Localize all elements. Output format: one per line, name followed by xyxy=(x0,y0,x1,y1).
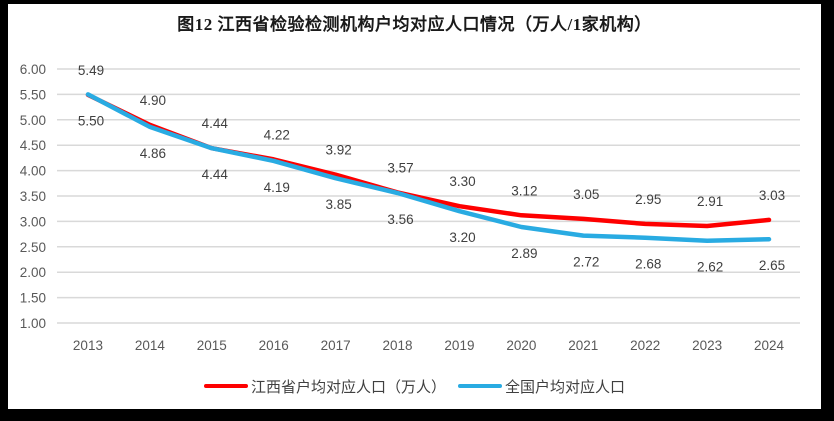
y-axis-tick-label: 4.00 xyxy=(20,164,46,179)
blue-line-swatch xyxy=(458,383,502,389)
chart-panel: 图12 江西省检验检测机构户均对应人口情况（万人/1家机构） 6.00 5.50 5… xyxy=(8,4,821,409)
x-axis-tick-label: 2021 xyxy=(568,338,598,353)
data-label-series-0: 4.44 xyxy=(202,116,229,131)
legend-label-national: 全国户均对应人口 xyxy=(505,378,626,396)
legend: 江西省户均对应人口（万人） 全国户均对应人口 xyxy=(8,375,821,397)
data-label-series-1: 4.19 xyxy=(264,180,290,195)
data-label-series-1: 3.20 xyxy=(449,230,475,245)
data-label-series-0: 2.95 xyxy=(635,192,661,207)
y-axis-tick-label: 1.00 xyxy=(20,316,46,331)
x-axis-tick-label: 2022 xyxy=(630,338,660,353)
data-label-series-1: 3.56 xyxy=(387,212,413,227)
data-label-series-0: 4.90 xyxy=(140,93,166,108)
y-axis-tick-label: 3.50 xyxy=(20,189,46,204)
data-label-series-1: 3.85 xyxy=(325,197,351,212)
data-label-series-0: 3.57 xyxy=(387,160,413,175)
data-label-series-0: 3.12 xyxy=(511,183,537,198)
data-label-series-0: 5.49 xyxy=(78,63,104,78)
y-axis-tick-label: 4.50 xyxy=(20,138,46,153)
x-axis-tick-label: 2013 xyxy=(73,338,103,353)
x-axis-tick-label: 2018 xyxy=(383,338,413,353)
data-label-series-1: 2.68 xyxy=(635,257,661,272)
data-label-series-0: 3.92 xyxy=(325,143,351,158)
data-label-series-1: 4.44 xyxy=(202,167,229,182)
data-label-series-1: 2.89 xyxy=(511,246,537,261)
y-axis-tick-label: 2.00 xyxy=(20,265,46,280)
data-label-series-0: 2.91 xyxy=(697,194,723,209)
x-axis-tick-label: 2019 xyxy=(444,338,474,353)
y-axis-tick-label: 5.00 xyxy=(20,113,46,128)
chart-plot-area: 6.00 5.50 5.00 4.50 4.00 3.50 3.00 2.50 2.00 1.50… xyxy=(20,62,800,353)
data-label-series-1: 4.86 xyxy=(140,146,166,161)
data-label-series-1: 5.50 xyxy=(78,113,104,128)
red-line-swatch xyxy=(203,383,248,389)
data-label-series-0: 3.03 xyxy=(759,188,785,203)
data-label-series-0: 4.22 xyxy=(264,127,290,142)
y-axis-tick-label: 1.50 xyxy=(20,291,46,306)
x-axis-tick-label: 2015 xyxy=(197,338,227,353)
y-axis-tick-label: 3.00 xyxy=(20,214,46,229)
x-axis-tick-label: 2017 xyxy=(321,338,351,353)
x-axis-tick-label: 2023 xyxy=(692,338,722,353)
chart-title: 图12 江西省检验检测机构户均对应人口情况（万人/1家机构） xyxy=(177,15,652,34)
data-label-series-0: 3.05 xyxy=(573,187,599,202)
series-line-0 xyxy=(85,92,772,229)
x-axis-tick-label: 2020 xyxy=(506,338,536,353)
legend-item-national: 全国户均对应人口 xyxy=(458,376,625,397)
x-axis-tick-label: 2014 xyxy=(135,338,166,353)
data-label-series-1: 2.72 xyxy=(573,255,599,270)
x-axis-tick-label: 2024 xyxy=(754,338,785,353)
data-label-series-1: 2.62 xyxy=(697,260,723,275)
y-axis-tick-label: 2.50 xyxy=(20,240,46,255)
legend-item-jiangxi: 江西省户均对应人口（万人） xyxy=(203,376,446,397)
legend-label-jiangxi: 江西省户均对应人口（万人） xyxy=(250,378,446,396)
data-label-series-1: 2.65 xyxy=(759,258,785,273)
x-axis-tick-label: 2016 xyxy=(259,338,289,353)
y-axis-tick-label: 5.50 xyxy=(20,87,46,102)
data-label-series-0: 3.30 xyxy=(449,174,475,189)
series-line-1 xyxy=(85,92,772,243)
y-axis-tick-label: 6.00 xyxy=(20,62,46,77)
